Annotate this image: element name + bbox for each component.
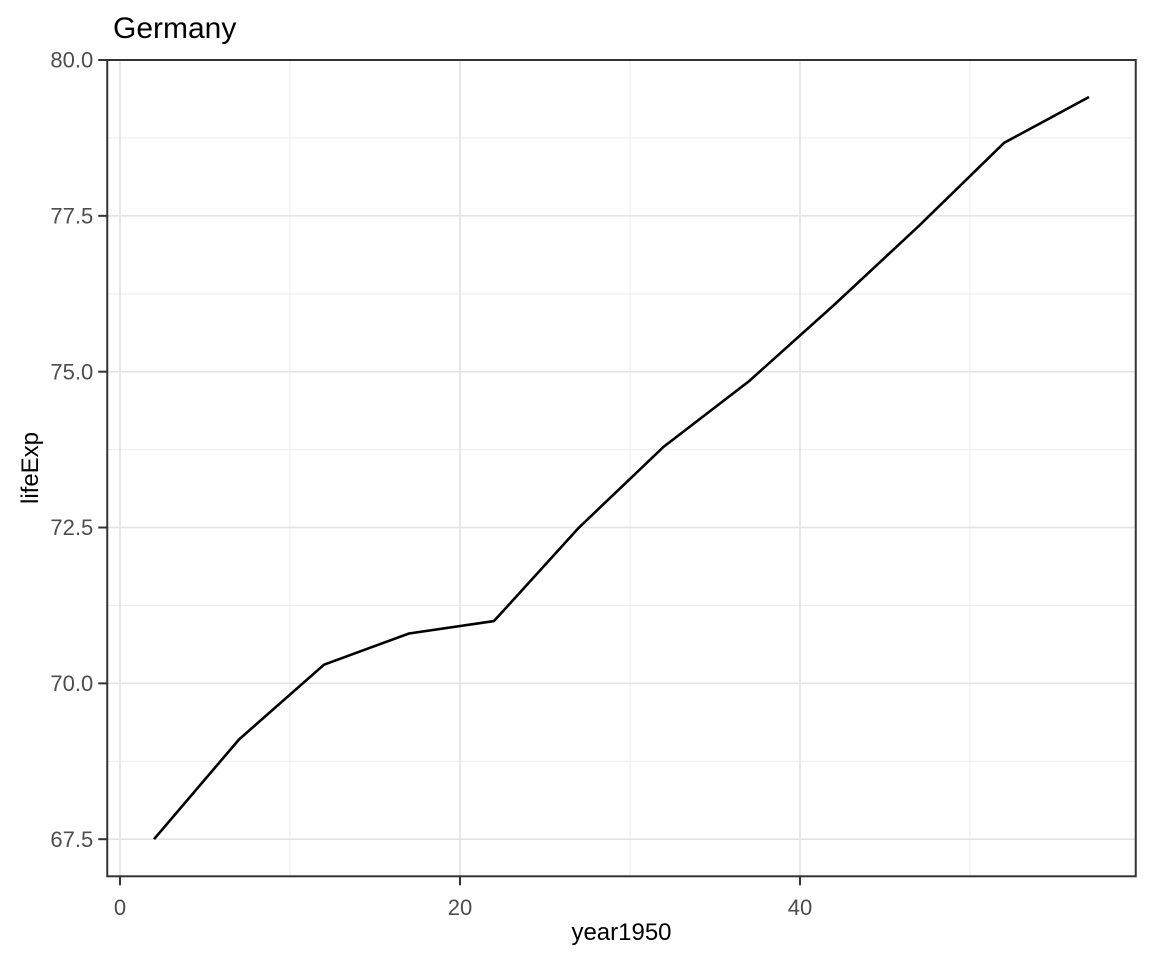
y-tick-label: 80.0 [50,48,93,73]
x-axis-title: year1950 [571,919,671,946]
y-tick-label: 72.5 [50,515,93,540]
y-tick-label: 77.5 [50,204,93,229]
gridlines-minor [107,60,1136,877]
x-tick-label: 40 [788,895,812,920]
lifeexp-line-series [153,95,1090,841]
panel-border [106,59,1137,878]
y-tick-label: 67.5 [50,827,93,852]
x-axis-tick-marks [119,876,801,886]
chart-title: Germany [113,12,236,45]
y-axis-tick-marks [98,59,108,841]
y-tick-label: 75.0 [50,359,93,384]
x-tick-label: 20 [448,895,472,920]
x-tick-label: 0 [114,895,126,920]
gridlines-major [107,59,1136,877]
y-axis-title: lifeExp [17,432,44,504]
y-axis-tick-labels: 67.5 70.0 72.5 75.0 77.5 80.0 [50,48,93,852]
y-tick-label: 70.0 [50,671,93,696]
x-axis-tick-labels: 0 20 40 [114,895,812,920]
